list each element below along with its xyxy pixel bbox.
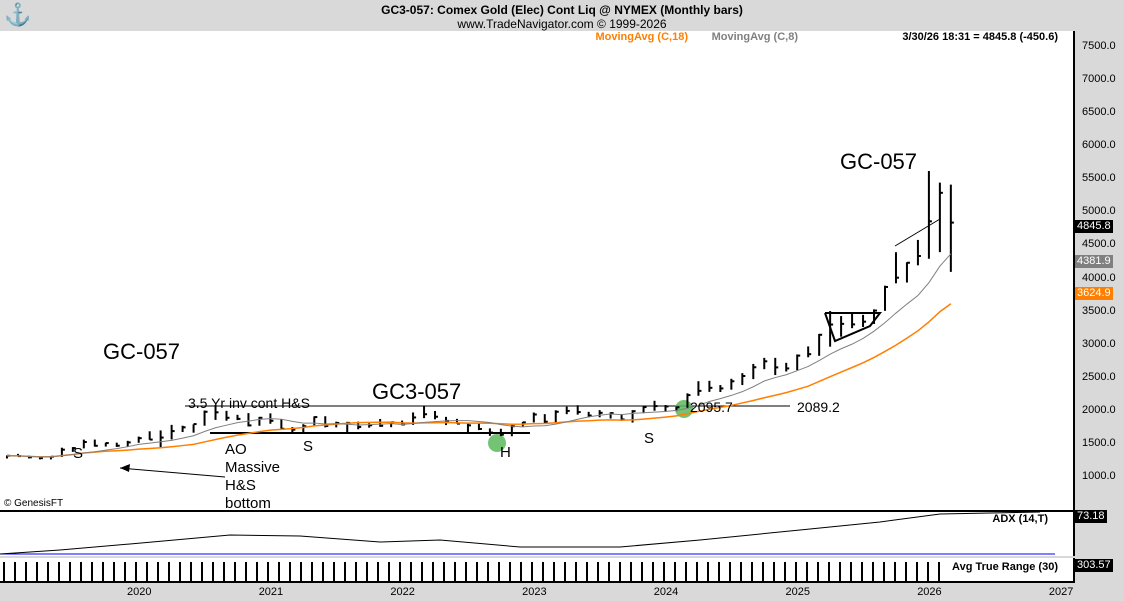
- level-label-2095: 2095.7: [690, 399, 733, 415]
- x-tick-label: 2024: [653, 586, 679, 598]
- annotation-gc-top: GC-057: [840, 149, 918, 174]
- annotation-s2: S: [303, 438, 314, 455]
- annotation-s1: S: [73, 445, 84, 462]
- annotation-ao: AO: [225, 441, 247, 458]
- y-tick-label: 1500.0: [1082, 436, 1116, 449]
- y-tick-label: 5500.0: [1082, 172, 1116, 185]
- head-highlight: [488, 434, 506, 452]
- x-tick-label: 2021: [258, 586, 284, 598]
- adx-panel[interactable]: ADX (14,T): [0, 512, 1075, 556]
- adx-value-tag: 73.18: [1075, 510, 1107, 523]
- y-tick-label: 7500.0: [1082, 40, 1116, 53]
- annotation-h: H: [500, 444, 511, 461]
- ma8-line: [6, 253, 952, 458]
- atr-panel[interactable]: Avg True Range (30): [0, 558, 1075, 583]
- y-tick-label: 4000.0: [1082, 271, 1116, 284]
- adx-label: ADX (14,T): [992, 513, 1048, 525]
- arrow-head: [120, 464, 130, 472]
- y-tick-label: 6000.0: [1082, 139, 1116, 152]
- copyright: © GenesisFT: [4, 498, 64, 509]
- flag-pattern: [824, 312, 883, 343]
- x-tick-label: 2027: [1048, 586, 1074, 598]
- adx-chart: [0, 512, 1055, 555]
- chart-subtitle: www.TradeNavigator.com © 1999-2026: [457, 17, 667, 31]
- y-tick-label: 1000.0: [1082, 470, 1116, 482]
- last-price-tag: 4845.8: [1075, 220, 1113, 233]
- y-tick-label: 3500.0: [1082, 304, 1116, 317]
- y-tick-label: 2000.0: [1082, 403, 1116, 416]
- arrow-line: [119, 467, 226, 478]
- y-tick-label: 5000.0: [1082, 205, 1116, 218]
- x-tick-label: 2022: [390, 586, 415, 598]
- y-tick-label: 7000.0: [1082, 73, 1116, 86]
- atr-label: Avg True Range (30): [952, 561, 1058, 573]
- annotation-hs2: H&S: [225, 477, 256, 494]
- price-panel[interactable]: MovingAvg (C,18) MovingAvg (C,8) 3/30/26…: [0, 31, 1075, 512]
- legend-ma18: MovingAvg (C,18): [595, 31, 689, 43]
- x-tick-label: 2026: [917, 586, 942, 598]
- atr-chart: [3, 562, 940, 581]
- legend-ma8: MovingAvg (C,8): [711, 31, 798, 43]
- ma8-price-tag: 4381.9: [1075, 255, 1113, 268]
- annotation-massive: Massive: [225, 459, 281, 476]
- annotation-s3: S: [644, 430, 655, 447]
- annotation-bottom: bottom: [225, 495, 271, 510]
- atr-value-tag: 303.57: [1075, 559, 1113, 572]
- annotation-gc-left: GC-057: [103, 339, 181, 364]
- chart-title: GC3-057: Comex Gold (Elec) Cont Liq @ NY…: [381, 3, 743, 17]
- annotation-gc3: GC3-057: [372, 379, 462, 404]
- gold-logo-icon: ⚓: [4, 2, 32, 27]
- x-tick-label: 2025: [785, 586, 810, 598]
- adx-line: [0, 512, 1041, 555]
- y-tick-label: 3000.0: [1082, 337, 1116, 350]
- trendline: [894, 218, 941, 247]
- ma18-price-tag: 3624.9: [1075, 287, 1113, 300]
- x-tick-label: 2020: [127, 586, 152, 598]
- x-tick-label: 2023: [522, 586, 547, 598]
- y-tick-label: 4500.0: [1082, 238, 1116, 251]
- annotation-hs: 3.5 Yr inv cont H&S: [188, 395, 310, 411]
- y-tick-label: 2500.0: [1082, 370, 1116, 383]
- price-chart: [6, 170, 954, 478]
- level-label-2089: 2089.2: [797, 399, 840, 415]
- y-tick-label: 6500.0: [1082, 106, 1116, 119]
- legend-last: 3/30/26 18:31 = 4845.8 (-450.6): [902, 31, 1058, 43]
- ma18-line: [6, 303, 952, 458]
